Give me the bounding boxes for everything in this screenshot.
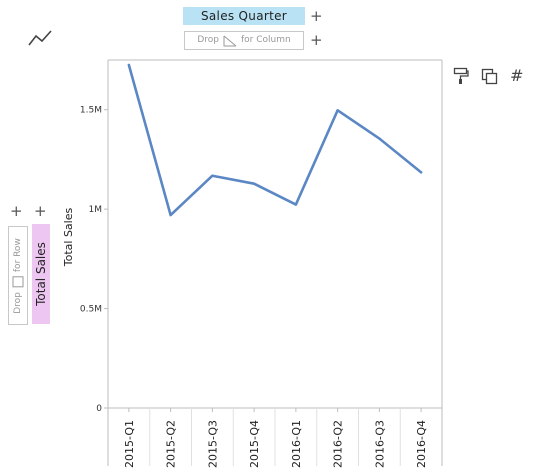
add-x-field-button[interactable]: + [310,7,323,25]
data-point[interactable] [417,168,425,176]
data-point[interactable] [292,201,300,209]
data-point[interactable] [208,172,216,180]
y-field-pill[interactable]: Total Sales [32,224,50,324]
drop-target-icon [12,276,24,288]
series-line[interactable] [127,63,423,217]
x-tick-label[interactable]: 2016-Q1 [290,420,303,468]
data-point[interactable] [375,135,383,143]
x-field-label: Sales Quarter [200,9,287,23]
line-chart-icon[interactable] [27,28,53,48]
data-point[interactable] [334,106,342,114]
column-drop-text-right: for Column [240,35,291,45]
format-painter-icon[interactable] [453,67,469,85]
y-axis-title: Total Sales [62,208,75,268]
x-tick-label[interactable]: 2016-Q3 [373,420,386,468]
data-point[interactable] [125,61,133,69]
x-tick-label[interactable]: 2016-Q2 [332,420,345,468]
add-row-button[interactable]: + [10,202,23,220]
drop-target-icon [223,35,237,46]
copy-icon[interactable] [481,68,498,85]
x-tick-label[interactable]: 2015-Q2 [165,420,178,468]
chart-tools: # [453,67,523,85]
x-tick-label[interactable]: 2016-Q4 [415,420,428,468]
y-tick-label: 0 [96,404,102,414]
add-column-button[interactable]: + [310,31,323,49]
y-tick-label: 0.5M [80,305,102,315]
y-tick-label: 1M [89,205,103,215]
x-tick-label[interactable]: 2015-Q4 [248,420,261,468]
add-y-field-button[interactable]: + [34,202,47,220]
data-point[interactable] [167,211,175,219]
row-drop-zone[interactable]: Drop for Row [8,226,28,325]
column-drop-zone[interactable]: Drop for Column [184,31,304,50]
x-field-pill[interactable]: Sales Quarter [183,7,305,25]
data-point[interactable] [250,180,258,188]
hash-icon[interactable]: # [510,66,524,85]
x-tick-label[interactable]: 2015-Q3 [206,420,219,468]
x-tick-label[interactable]: 2015-Q1 [123,420,136,468]
y-tick-label: 1.5M [80,106,102,116]
column-drop-text-left: Drop [197,35,219,45]
